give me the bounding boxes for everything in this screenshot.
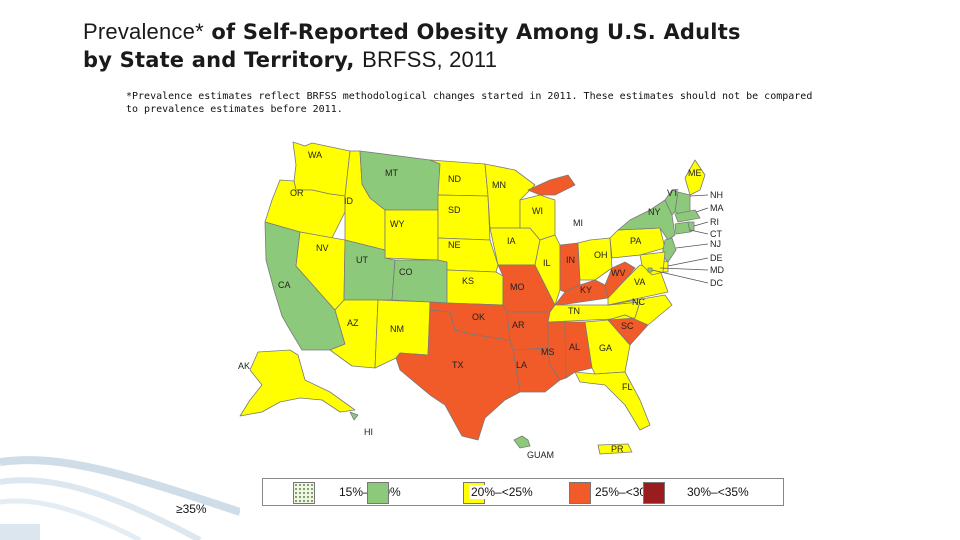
state-KY <box>554 279 609 306</box>
label-WY: WY <box>390 219 405 229</box>
label-KS: KS <box>462 276 474 286</box>
state-WY <box>384 209 439 261</box>
label-NJ: NJ <box>710 239 721 249</box>
legend-label-30-35: 30%–<35% <box>687 485 749 499</box>
label-IL: IL <box>543 258 551 268</box>
state-MD <box>639 251 666 276</box>
slide-decoration <box>0 456 240 540</box>
leader-lines <box>651 194 709 284</box>
label-CA: CA <box>278 280 291 290</box>
legend-swatch-20-25 <box>367 482 389 504</box>
state-AL <box>564 321 593 379</box>
label-NH: NH <box>710 190 723 200</box>
label-OR: OR <box>290 188 304 198</box>
slide-title: Prevalence* of Self-Reported Obesity Amo… <box>83 18 741 74</box>
label-PR: PR <box>611 444 624 454</box>
label-NE: NE <box>448 240 461 250</box>
label-DE: DE <box>710 253 723 263</box>
label-KY: KY <box>580 285 592 295</box>
title-line-1: Prevalence* of Self-Reported Obesity Amo… <box>83 19 741 44</box>
label-RI: RI <box>710 217 719 227</box>
legend-swatch-lt20 <box>293 482 315 504</box>
label-IA: IA <box>507 236 516 246</box>
label-FL: FL <box>622 382 633 392</box>
legend-label-35-plus: ≥35% <box>176 502 207 516</box>
state-MI <box>527 174 576 196</box>
label-GUAM: GUAM <box>527 450 554 460</box>
label-MS: MS <box>541 347 555 357</box>
state-labels: WA OR CA NV ID MT WY UT CO AZ NM ND SD N… <box>238 150 724 460</box>
label-NC: NC <box>632 297 645 307</box>
state-NC <box>607 294 673 326</box>
state-FL <box>574 371 651 431</box>
legend-label-25-30: 25%–<30% <box>595 485 657 499</box>
label-AZ: AZ <box>347 318 359 328</box>
state-TX <box>395 309 521 441</box>
label-MO: MO <box>510 282 525 292</box>
legend-swatch-35 <box>643 482 665 504</box>
state-KS <box>446 269 504 306</box>
label-MD: MD <box>710 265 724 275</box>
state-IL <box>534 234 561 306</box>
title-line-2: by State and Territory, BRFSS, 2011 <box>83 47 498 72</box>
label-VA: VA <box>634 277 645 287</box>
label-MT: MT <box>385 168 398 178</box>
label-ND: ND <box>448 174 461 184</box>
legend-swatch-30-35 <box>569 482 591 504</box>
label-UT: UT <box>356 255 368 265</box>
label-NV: NV <box>316 243 329 253</box>
label-VT: VT <box>667 188 679 198</box>
label-CT: CT <box>710 229 722 239</box>
label-LA: LA <box>516 360 527 370</box>
label-TX: TX <box>452 360 464 370</box>
label-SC: SC <box>621 321 634 331</box>
label-MN: MN <box>492 180 506 190</box>
label-WA: WA <box>308 150 322 160</box>
label-ME: ME <box>688 168 702 178</box>
state-PR <box>597 443 633 455</box>
footnote: *Prevalence estimates reflect BRFSS meth… <box>126 91 813 115</box>
label-IN: IN <box>566 255 575 265</box>
state-DC <box>647 267 653 273</box>
label-AL: AL <box>569 342 580 352</box>
legend: 15%–<20% 20%–<25% 25%–<30% 30%–<35% <box>262 478 784 506</box>
label-AR: AR <box>512 320 525 330</box>
state-SD <box>437 194 491 241</box>
label-WI: WI <box>532 206 543 216</box>
state-ME <box>684 159 706 196</box>
label-AK: AK <box>238 361 250 371</box>
state-WV <box>604 261 636 299</box>
state-NE <box>437 237 499 273</box>
state-AK <box>239 349 356 417</box>
label-MI: MI <box>573 218 583 228</box>
state-AR <box>506 311 551 351</box>
state-MA <box>674 209 701 223</box>
label-DC: DC <box>710 278 723 288</box>
state-IA <box>489 227 541 266</box>
label-HI: HI <box>364 427 373 437</box>
state-RI <box>687 221 695 233</box>
label-NY: NY <box>648 207 661 217</box>
state-IN <box>559 242 581 293</box>
label-SD: SD <box>448 205 461 215</box>
label-PA: PA <box>630 236 641 246</box>
label-TN: TN <box>568 306 580 316</box>
state-HI <box>349 411 359 421</box>
label-WV: WV <box>611 268 626 278</box>
label-GA: GA <box>599 343 612 353</box>
legend-label-20-25: 20%–<25% <box>469 485 533 499</box>
state-CT <box>674 221 691 235</box>
label-OK: OK <box>472 312 485 322</box>
state-GUAM <box>513 435 531 449</box>
label-NM: NM <box>390 324 404 334</box>
label-CO: CO <box>399 267 413 277</box>
label-MA: MA <box>710 203 724 213</box>
label-OH: OH <box>594 250 608 260</box>
label-ID: ID <box>344 196 354 206</box>
